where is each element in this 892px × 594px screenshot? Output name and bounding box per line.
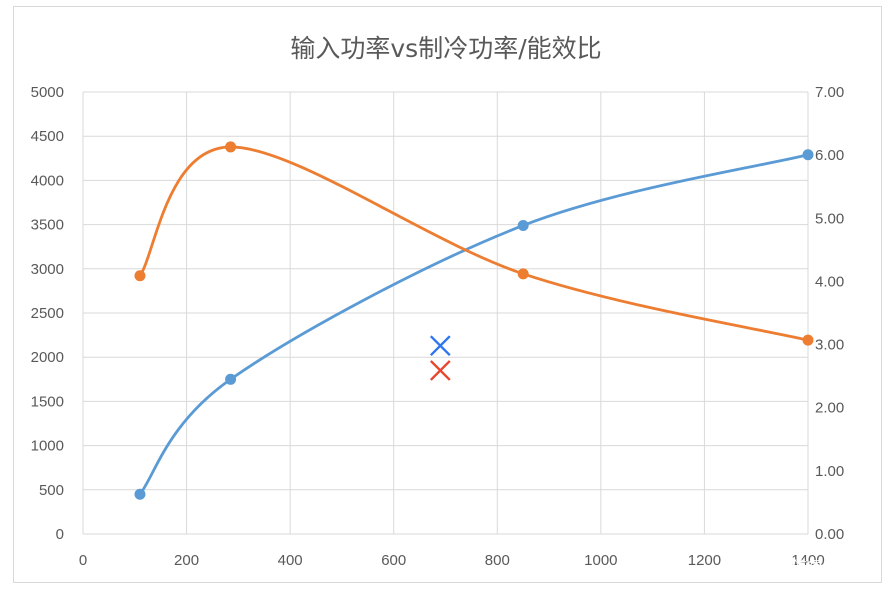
x-marker-2: [429, 360, 451, 381]
x-tick-label: 1400: [791, 552, 824, 569]
y-tick-label: 4000: [31, 172, 64, 189]
y-tick-label: 5000: [31, 84, 64, 101]
series-2-point: [517, 268, 529, 280]
x-axis: 0 200 400 600 800 1000 1200 1400: [79, 552, 825, 569]
series-1-point: [225, 373, 237, 385]
y-tick-label: 2500: [31, 305, 64, 322]
y2-tick-label: 0.00: [815, 526, 844, 543]
series-2-point: [134, 270, 146, 282]
series-line-2: [138, 145, 810, 342]
x-tick-label: 800: [485, 552, 510, 569]
y2-tick-label: 7.00: [815, 84, 844, 101]
chart-frame: [13, 6, 882, 583]
x-tick-label: 1000: [584, 552, 617, 569]
y2-tick-label: 6.00: [815, 147, 844, 164]
x-tick-label: 1200: [688, 552, 721, 569]
y2-tick-label: 5.00: [815, 210, 844, 227]
watermark-text: 什么值得买: [759, 558, 839, 577]
x-tick-label: 0: [79, 552, 87, 569]
y2-tick-label: 4.00: [815, 273, 844, 290]
series-1-point: [134, 488, 146, 500]
x-marker-1: [429, 335, 451, 357]
y2-tick-label: 3.00: [815, 337, 844, 354]
x-tick-label: 200: [174, 552, 199, 569]
y-tick-label: 4500: [31, 128, 64, 145]
y-axis-right: 0.00 1.00 2.00 3.00 4.00 5.00 6.00 7.00: [815, 84, 844, 543]
annotations: [429, 335, 451, 381]
chart-title: 输入功率vs制冷功率/能效比: [290, 34, 601, 63]
grid: [82, 91, 809, 535]
series-2-point: [225, 141, 237, 153]
y-tick-label: 3500: [31, 217, 64, 234]
y-tick-label: 1000: [31, 438, 64, 455]
x-tick-label: 400: [278, 552, 303, 569]
series-1-point: [802, 149, 814, 161]
series-group: [134, 141, 814, 500]
y2-tick-label: 2.00: [815, 400, 844, 417]
x-tick-label: 600: [381, 552, 406, 569]
x-marker-stroke: [429, 360, 451, 381]
zhi-logo-icon: [726, 553, 754, 581]
y-axis-left: 0 500 1000 1500 2000 2500 3000 3500 4000 4500 5000: [31, 84, 64, 543]
series-2-point: [802, 334, 814, 346]
x-marker-stroke: [429, 335, 451, 357]
y-tick-label: 0: [56, 526, 64, 543]
y2-tick-label: 1.00: [815, 463, 844, 480]
y-tick-label: 1500: [31, 393, 64, 410]
series-line-1: [138, 153, 810, 496]
y-tick-label: 3000: [31, 261, 64, 278]
y-tick-label: 2000: [31, 349, 64, 366]
y-tick-label: 500: [39, 482, 64, 499]
watermark: 值 什么值得买: [726, 553, 839, 581]
series-1-point: [517, 219, 529, 231]
zhi-logo-glyph: 值: [733, 560, 746, 576]
